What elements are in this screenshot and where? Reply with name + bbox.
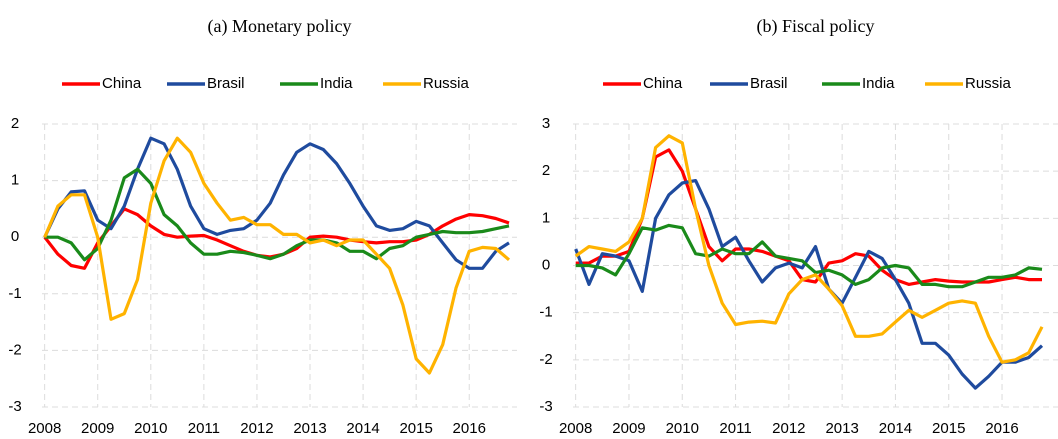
y-tick-label: 3 <box>542 115 550 132</box>
x-tick-label: 2010 <box>134 420 167 437</box>
x-tick-label: 2015 <box>932 420 965 437</box>
legend-label: Russia <box>423 75 470 92</box>
legend-label: Russia <box>965 75 1012 92</box>
x-tick-label: 2009 <box>612 420 645 437</box>
x-tick-label: 2016 <box>985 420 1018 437</box>
panel: (b) Fiscal policy -3 -2 -1 0 1 2 3 2008 2009 2010 2… <box>539 16 1058 437</box>
legend-label: China <box>643 75 683 92</box>
x-tick-label: 2013 <box>825 420 858 437</box>
y-tick-label: 2 <box>11 115 19 132</box>
panel: (a) Monetary policy -3 -2 -1 0 1 2 2008 2009 2010… <box>8 16 517 437</box>
y-tick-label: 1 <box>542 209 550 226</box>
legend-label: India <box>862 75 895 92</box>
legend-label: Brasil <box>750 75 788 92</box>
y-tick-label: 1 <box>11 172 19 189</box>
y-tick-label: -1 <box>8 285 21 302</box>
chart-title: (a) Monetary policy <box>208 16 352 37</box>
x-tick-label: 2009 <box>81 420 114 437</box>
x-tick-label: 2014 <box>879 420 912 437</box>
x-tick-label: 2012 <box>772 420 805 437</box>
legend-label: China <box>102 75 142 92</box>
series-line <box>44 167 510 262</box>
legend-label: India <box>320 75 353 92</box>
legend-label: Brasil <box>207 75 245 92</box>
x-tick-label: 2008 <box>28 420 61 437</box>
series-line <box>575 223 1043 289</box>
y-tick-label: 2 <box>542 162 550 179</box>
y-tick-label: -2 <box>8 341 21 358</box>
x-tick-label: 2016 <box>453 420 486 437</box>
y-tick-label: 0 <box>542 256 550 273</box>
chart-title: (b) Fiscal policy <box>757 16 875 37</box>
series-line <box>43 136 511 375</box>
series-line <box>574 134 1044 364</box>
y-tick-label: -1 <box>539 304 552 321</box>
x-tick-label: 2011 <box>719 420 751 437</box>
x-tick-label: 2008 <box>559 420 592 437</box>
x-tick-label: 2014 <box>346 420 379 437</box>
y-tick-label: -2 <box>539 351 552 368</box>
y-tick-label: 0 <box>11 228 19 245</box>
x-tick-label: 2012 <box>240 420 273 437</box>
x-tick-label: 2013 <box>293 420 326 437</box>
x-tick-label: 2011 <box>188 420 220 437</box>
y-tick-label: -3 <box>539 398 552 415</box>
series-line <box>43 136 510 270</box>
y-tick-label: -3 <box>8 398 21 415</box>
x-tick-label: 2010 <box>666 420 699 437</box>
x-tick-label: 2015 <box>399 420 432 437</box>
